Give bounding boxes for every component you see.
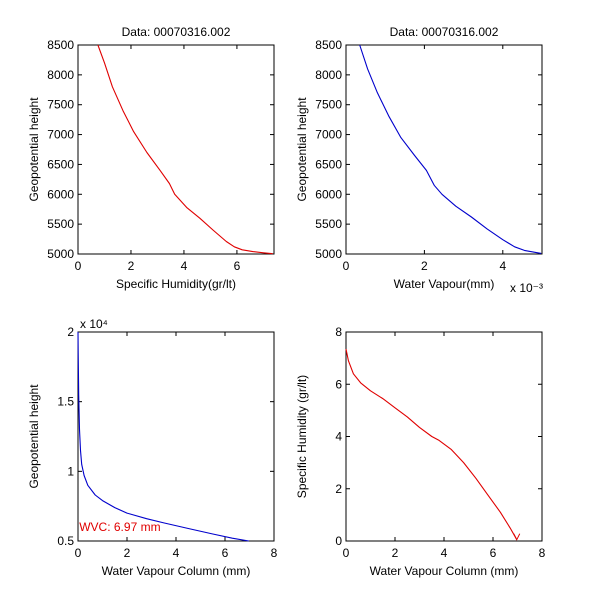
y-tick-label: 0.5 [57, 534, 74, 548]
chart-4: 0 2 4 6 8 0 2 4 6 8 Water Vapour Column (mm) Specif… [295, 325, 546, 578]
y-axis-label: Geopotential height [27, 97, 41, 202]
x-axis-label: Specific Humidity(gr/lt) [116, 277, 236, 291]
y-tick-label: 0 [335, 534, 342, 548]
y-tick-label: 5500 [315, 217, 342, 231]
y-tick-label: 7000 [47, 128, 74, 142]
chart-title: Data: 00070316.002 [390, 25, 499, 39]
x-tick-label: 2 [128, 259, 135, 273]
y-tick-label: 8500 [47, 38, 74, 52]
y-tick-label: 5500 [47, 217, 74, 231]
x-tick-label: 4 [441, 546, 448, 560]
y-tick-label: 7500 [47, 98, 74, 112]
chart-title: Data: 00070316.002 [122, 25, 231, 39]
x-axis-label: Water Vapour Column (mm) [370, 564, 519, 578]
x-tick-label: 0 [343, 546, 350, 560]
x-tick-label: 0 [75, 259, 82, 273]
y-tick-label: 6500 [47, 157, 74, 171]
y-tick-label: 6 [335, 377, 342, 391]
x-tick-label: 0 [343, 259, 350, 273]
chart-1: Data: 00070316.002 0 2 4 6 5000 5500 6000 6500 70… [27, 25, 275, 291]
series-line-1 [77, 331, 249, 542]
y-tick-label: 1.5 [57, 395, 74, 409]
y-tick-label: 5000 [47, 247, 74, 261]
y-tick-label: 8 [335, 325, 342, 339]
x-exponent-label: x 10⁻³ [510, 281, 543, 295]
y-tick-label: 4 [335, 430, 342, 444]
chart-3: 0 2 4 6 8 0.5 1 1.5 2 Water Vapour Column (mm) Geo… [27, 317, 278, 578]
plot-area [345, 44, 543, 255]
chart-2: Data: 00070316.002 0 2 4 5000 5500 6000 6500 700… [295, 25, 543, 295]
x-tick-label: 8 [271, 546, 278, 560]
x-tick-label: 6 [234, 259, 241, 273]
plot-area [77, 44, 275, 255]
y-axis-label: Geopotential height [295, 97, 309, 202]
x-tick-label: 2 [392, 546, 399, 560]
x-tick-label: 8 [539, 546, 546, 560]
x-tick-label: 4 [173, 546, 180, 560]
y-axis-label: Geopotential height [27, 384, 41, 489]
x-tick-label: 4 [181, 259, 188, 273]
y-tick-label: 1 [67, 464, 74, 478]
y-tick-label: 7000 [315, 128, 342, 142]
y-tick-label: 7500 [315, 98, 342, 112]
y-tick-label: 6000 [47, 187, 74, 201]
y-tick-label: 6000 [315, 187, 342, 201]
x-tick-label: 2 [124, 546, 131, 560]
plot-area [345, 331, 543, 542]
plot-area [77, 331, 275, 542]
series-line-1 [97, 44, 273, 255]
x-tick-label: 6 [490, 546, 497, 560]
y-tick-label: 8000 [47, 68, 74, 82]
y-tick-label: 5000 [315, 247, 342, 261]
x-tick-label: 2 [421, 259, 428, 273]
y-tick-label: 6500 [315, 157, 342, 171]
y-tick-label: 2 [67, 325, 74, 339]
y-tick-label: 8500 [315, 38, 342, 52]
y-tick-label: 2 [335, 482, 342, 496]
y-exponent-label: x 10⁴ [80, 317, 108, 331]
y-axis-label: Specific Humidity (gr/lt) [295, 375, 309, 498]
x-axis-label: Water Vapour(mm) [394, 277, 495, 291]
x-axis-label: Water Vapour Column (mm) [102, 564, 251, 578]
x-tick-label: 6 [222, 546, 229, 560]
y-tick-label: 8000 [315, 68, 342, 82]
x-tick-label: 4 [499, 259, 506, 273]
wvc-annotation: WVC: 6.97 mm [79, 520, 160, 534]
series-line-1 [359, 44, 542, 254]
x-tick-label: 0 [75, 546, 82, 560]
series-end-marker [513, 533, 521, 541]
series-line-1 [345, 348, 518, 540]
